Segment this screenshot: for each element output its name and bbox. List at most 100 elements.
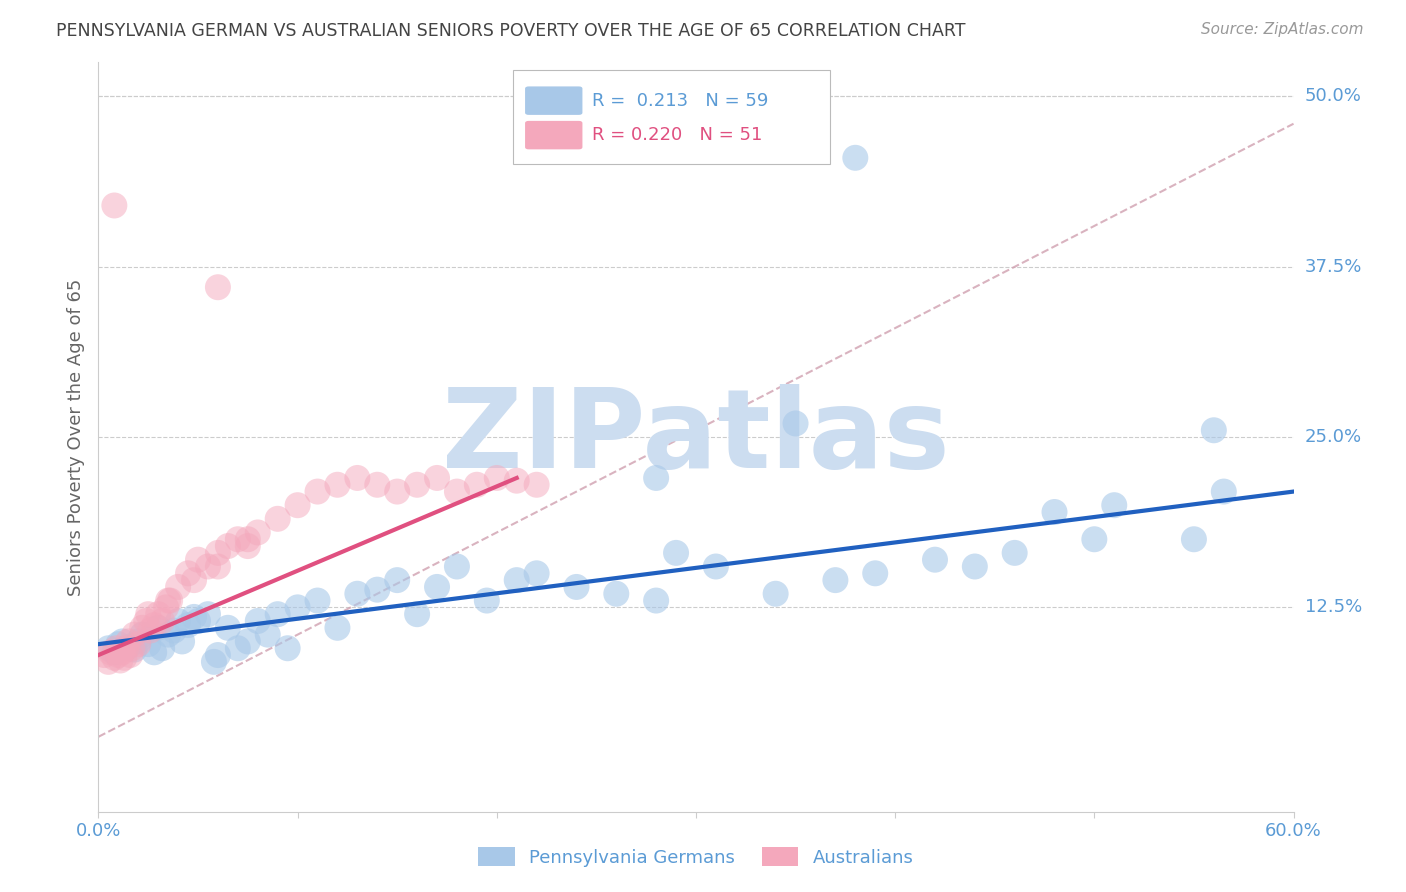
Text: Source: ZipAtlas.com: Source: ZipAtlas.com (1201, 22, 1364, 37)
Point (645, 593, 668, 607)
Point (97, 641, 120, 656)
Point (287, 498, 309, 512)
Point (236, 634, 259, 648)
Point (127, 637, 149, 651)
Text: R = 0.220   N = 51: R = 0.220 N = 51 (592, 126, 762, 145)
Point (1212, 484, 1234, 499)
Point (136, 637, 159, 651)
Point (506, 573, 529, 587)
Point (105, 641, 128, 656)
Point (406, 607, 429, 622)
Point (865, 566, 887, 581)
Point (157, 627, 180, 641)
Point (111, 645, 134, 659)
Point (446, 484, 468, 499)
Point (465, 477, 488, 491)
Text: 50.0%: 50.0% (1305, 87, 1361, 105)
FancyBboxPatch shape (524, 87, 582, 115)
FancyBboxPatch shape (513, 70, 830, 163)
Point (326, 477, 349, 491)
Point (526, 566, 548, 581)
Point (236, 533, 259, 547)
Point (226, 641, 249, 656)
Point (93, 648, 115, 662)
Text: 25.0%: 25.0% (1305, 428, 1362, 446)
Point (645, 471, 668, 485)
Point (217, 621, 239, 635)
Point (124, 627, 146, 641)
Point (207, 546, 229, 560)
Point (167, 580, 190, 594)
Point (127, 634, 149, 648)
Point (406, 477, 429, 491)
Point (475, 593, 498, 607)
Point (107, 637, 129, 651)
Point (107, 648, 129, 662)
Text: ZIPatlas: ZIPatlas (441, 384, 950, 491)
Point (155, 600, 177, 615)
Point (150, 614, 173, 628)
Point (366, 477, 388, 491)
Point (117, 634, 139, 648)
Point (98, 645, 122, 659)
Point (136, 607, 159, 622)
Point (765, 587, 787, 601)
Point (197, 559, 219, 574)
Point (157, 593, 180, 607)
Point (103, 645, 125, 659)
Point (197, 607, 219, 622)
Point (785, 417, 807, 431)
Point (97, 655, 120, 669)
Point (236, 539, 259, 553)
Point (120, 648, 142, 662)
Point (287, 600, 309, 615)
Point (148, 607, 170, 622)
Point (121, 641, 143, 656)
Point (177, 566, 200, 581)
Point (446, 559, 468, 574)
Point (103, 198, 125, 212)
Point (346, 587, 368, 601)
Point (207, 559, 229, 574)
Point (177, 618, 200, 632)
Point (139, 624, 162, 638)
Point (256, 627, 278, 641)
Text: 12.5%: 12.5% (1305, 599, 1362, 616)
Point (267, 512, 290, 526)
Point (267, 607, 290, 622)
Point (103, 650, 125, 665)
Point (485, 471, 508, 485)
Point (226, 533, 249, 547)
Point (117, 640, 139, 654)
Point (366, 582, 388, 597)
Point (112, 650, 135, 665)
Point (111, 634, 134, 648)
Point (385, 573, 409, 587)
Point (172, 634, 194, 648)
Point (207, 280, 229, 294)
Point (1043, 505, 1066, 519)
Text: R =  0.213   N = 59: R = 0.213 N = 59 (592, 92, 768, 110)
Point (1083, 533, 1105, 547)
Point (167, 614, 190, 628)
Point (124, 642, 146, 657)
Point (924, 552, 946, 566)
Point (565, 580, 588, 594)
Point (187, 614, 209, 628)
Point (1004, 546, 1026, 560)
Point (277, 641, 299, 656)
Point (605, 587, 627, 601)
Point (246, 614, 269, 628)
Point (704, 559, 727, 574)
Point (426, 471, 449, 485)
Point (1202, 423, 1225, 437)
Point (506, 474, 529, 488)
Point (385, 484, 409, 499)
Point (963, 559, 986, 574)
Point (217, 539, 239, 553)
Point (1104, 498, 1126, 512)
FancyBboxPatch shape (524, 121, 582, 149)
Point (307, 484, 329, 499)
Point (163, 624, 186, 638)
Point (150, 641, 173, 656)
